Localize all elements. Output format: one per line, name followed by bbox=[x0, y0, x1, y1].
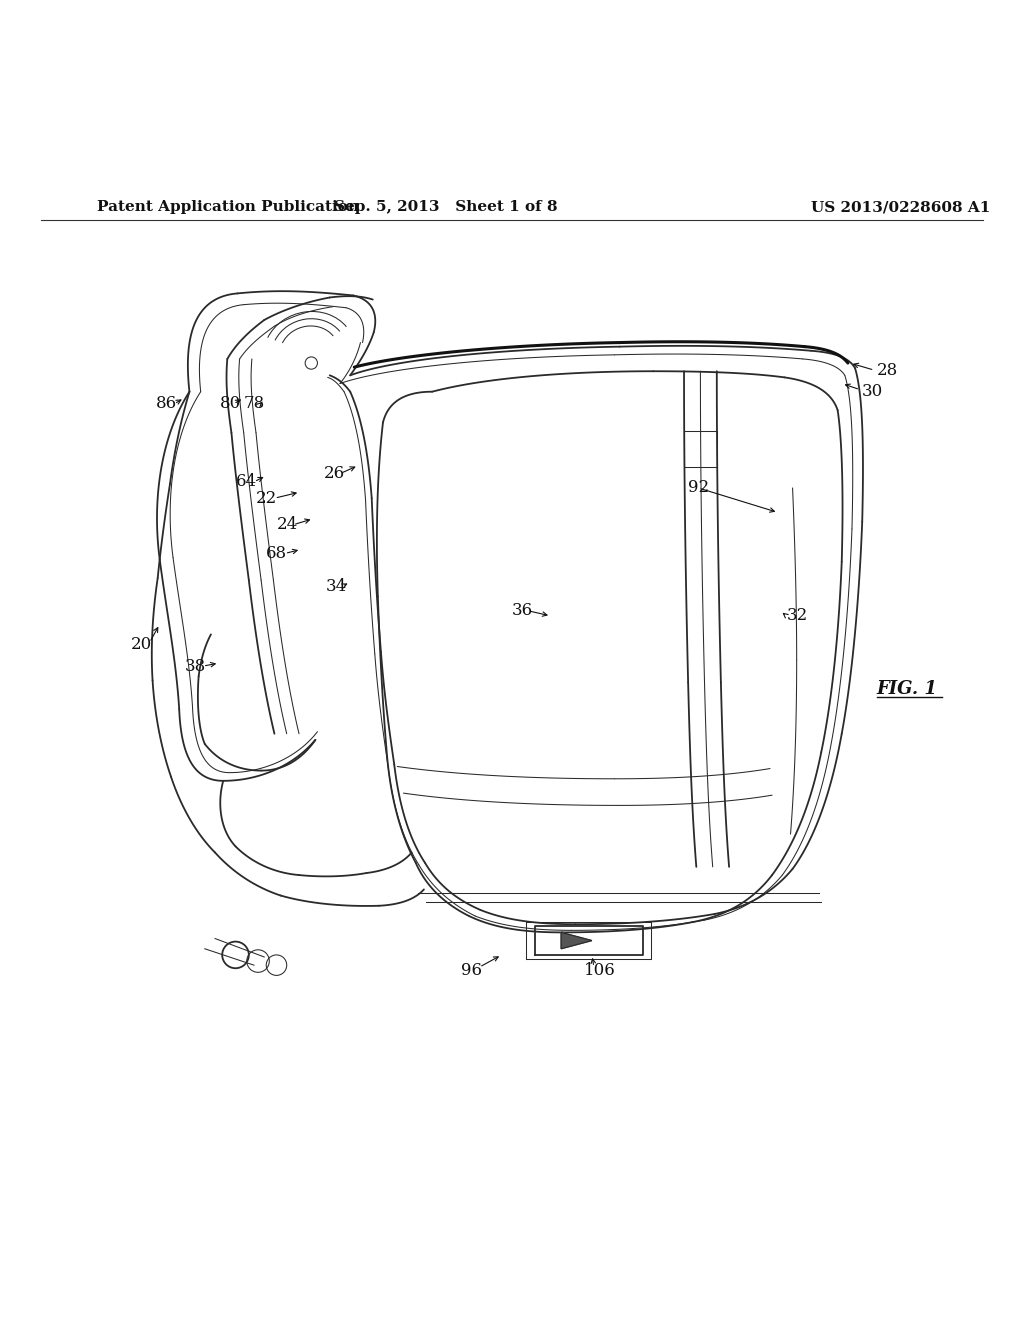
Text: 36: 36 bbox=[512, 602, 534, 619]
Text: 34: 34 bbox=[326, 578, 347, 595]
Text: 22: 22 bbox=[256, 490, 278, 507]
Text: 92: 92 bbox=[688, 479, 710, 496]
Text: 64: 64 bbox=[236, 474, 257, 490]
Text: US 2013/0228608 A1: US 2013/0228608 A1 bbox=[811, 201, 991, 214]
Text: 20: 20 bbox=[131, 636, 153, 653]
Polygon shape bbox=[561, 932, 592, 949]
Text: 32: 32 bbox=[786, 607, 808, 624]
Text: 30: 30 bbox=[862, 383, 884, 400]
Text: 78: 78 bbox=[244, 396, 265, 412]
Text: 68: 68 bbox=[266, 545, 288, 562]
Text: FIG. 1: FIG. 1 bbox=[877, 680, 937, 698]
Text: 28: 28 bbox=[877, 362, 898, 379]
Text: 24: 24 bbox=[276, 516, 298, 533]
Text: 106: 106 bbox=[584, 962, 615, 978]
Text: 80: 80 bbox=[220, 396, 242, 412]
Text: 38: 38 bbox=[184, 657, 206, 675]
Text: Sep. 5, 2013   Sheet 1 of 8: Sep. 5, 2013 Sheet 1 of 8 bbox=[334, 201, 557, 214]
Text: 26: 26 bbox=[324, 465, 345, 482]
Text: Patent Application Publication: Patent Application Publication bbox=[97, 201, 359, 214]
Text: 86: 86 bbox=[156, 396, 177, 412]
Text: 96: 96 bbox=[461, 962, 482, 978]
